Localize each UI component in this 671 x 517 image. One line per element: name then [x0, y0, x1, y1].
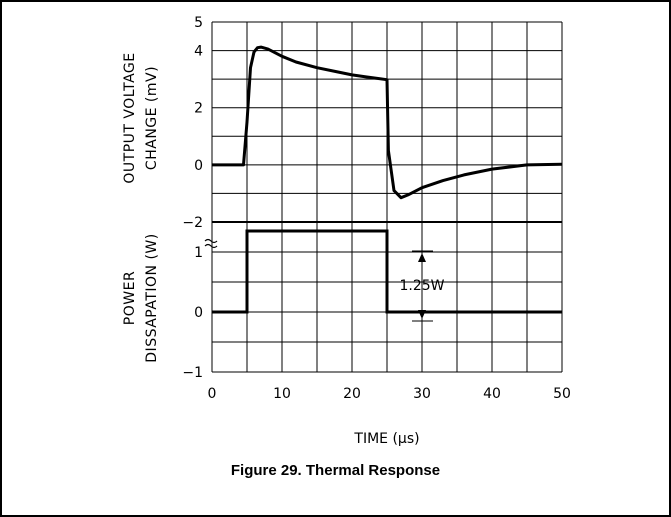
annotation-arrowhead-down — [418, 310, 426, 319]
bottom-y-tick-label: 0 — [194, 305, 203, 321]
x-tick-labels: 0 10 20 30 40 50 — [208, 386, 571, 402]
top-y-tick-label: 5 — [194, 15, 203, 31]
x-tick-label: 30 — [413, 386, 431, 402]
bottom-y-tick-label: 1 — [194, 245, 203, 261]
top-ylabel-line1: OUTPUT VOLTAGE — [122, 52, 138, 183]
x-tick-label: 40 — [483, 386, 501, 402]
top-y-tick-label: −2 — [182, 215, 203, 231]
top-y-tick-label: 0 — [194, 158, 203, 174]
axis-break-mark — [204, 238, 218, 249]
power-annotation: 1.25W — [399, 250, 445, 322]
top-y-tick-label: 2 — [194, 101, 203, 117]
annotation-arrowhead-up — [418, 253, 426, 262]
x-axis-label: TIME (μs) — [353, 431, 419, 447]
series-group — [212, 45, 563, 314]
top-y-tick-label: 4 — [194, 44, 203, 60]
figure-caption: Figure 29. Thermal Response — [230, 462, 441, 479]
x-tick-label: 20 — [343, 386, 361, 402]
voltage-response-line — [212, 45, 563, 200]
bottom-y-tick-labels: −1 0 1 — [182, 245, 203, 381]
bottom-ylabel-line1: POWER — [122, 271, 138, 325]
bottom-ylabel-line2: DISSAPATION (W) — [144, 233, 160, 362]
top-ylabel-line2: CHANGE (mV) — [144, 66, 160, 170]
x-tick-label: 50 — [553, 386, 571, 402]
bottom-y-tick-label: −1 — [182, 365, 203, 381]
x-tick-label: 0 — [208, 386, 217, 402]
top-y-tick-labels: 5 −2 0 2 4 — [182, 15, 203, 231]
x-tick-label: 10 — [273, 386, 291, 402]
power-pulse-line — [212, 229, 562, 314]
annotation-label: 1.25W — [399, 278, 444, 294]
